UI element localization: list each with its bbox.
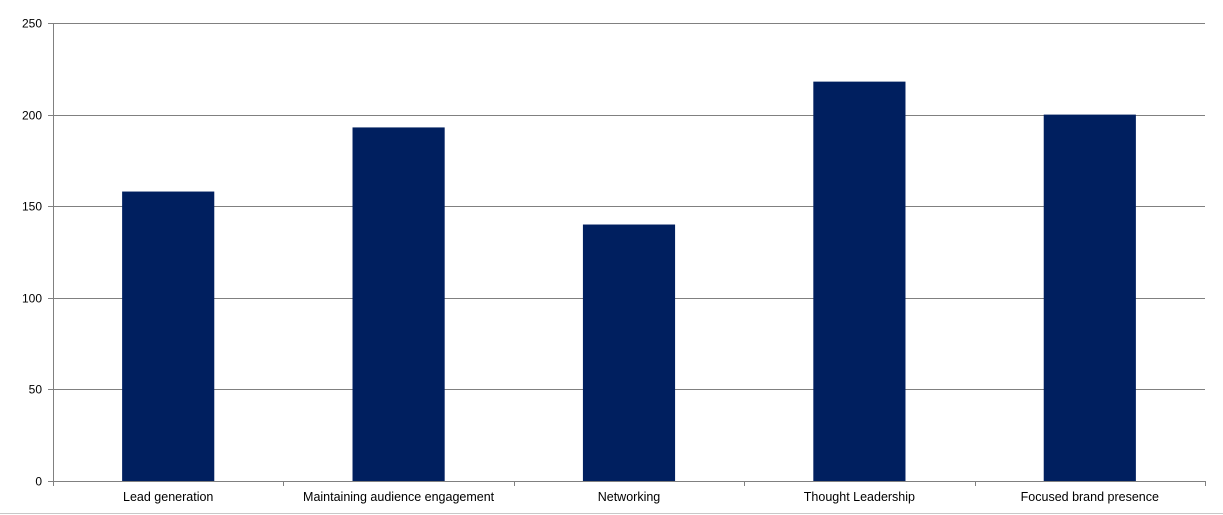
y-axis-ticks: 0 50 100 150 200 250	[22, 17, 53, 489]
x-axis-labels: Lead generation Maintaining audience enga…	[123, 490, 1159, 504]
bar	[352, 127, 445, 481]
y-tick-label: 200	[22, 109, 42, 123]
y-tick-label: 50	[29, 383, 43, 397]
x-tick-label: Focused brand presence	[1021, 490, 1159, 504]
x-tick-label: Maintaining audience engagement	[303, 490, 495, 504]
bar	[582, 224, 676, 481]
x-tick-label: Lead generation	[123, 490, 213, 504]
x-tick-label: Networking	[598, 490, 661, 504]
x-tick-label: Thought Leadership	[804, 490, 915, 504]
y-tick-label: 0	[35, 475, 42, 489]
bar	[122, 191, 215, 481]
bar	[813, 81, 906, 482]
gridlines	[53, 23, 1205, 390]
y-tick-label: 250	[22, 17, 42, 31]
bar	[1043, 114, 1136, 481]
y-tick-label: 100	[22, 292, 42, 306]
bars	[122, 81, 1136, 482]
y-tick-label: 150	[22, 200, 42, 214]
axes	[0, 23, 1223, 514]
